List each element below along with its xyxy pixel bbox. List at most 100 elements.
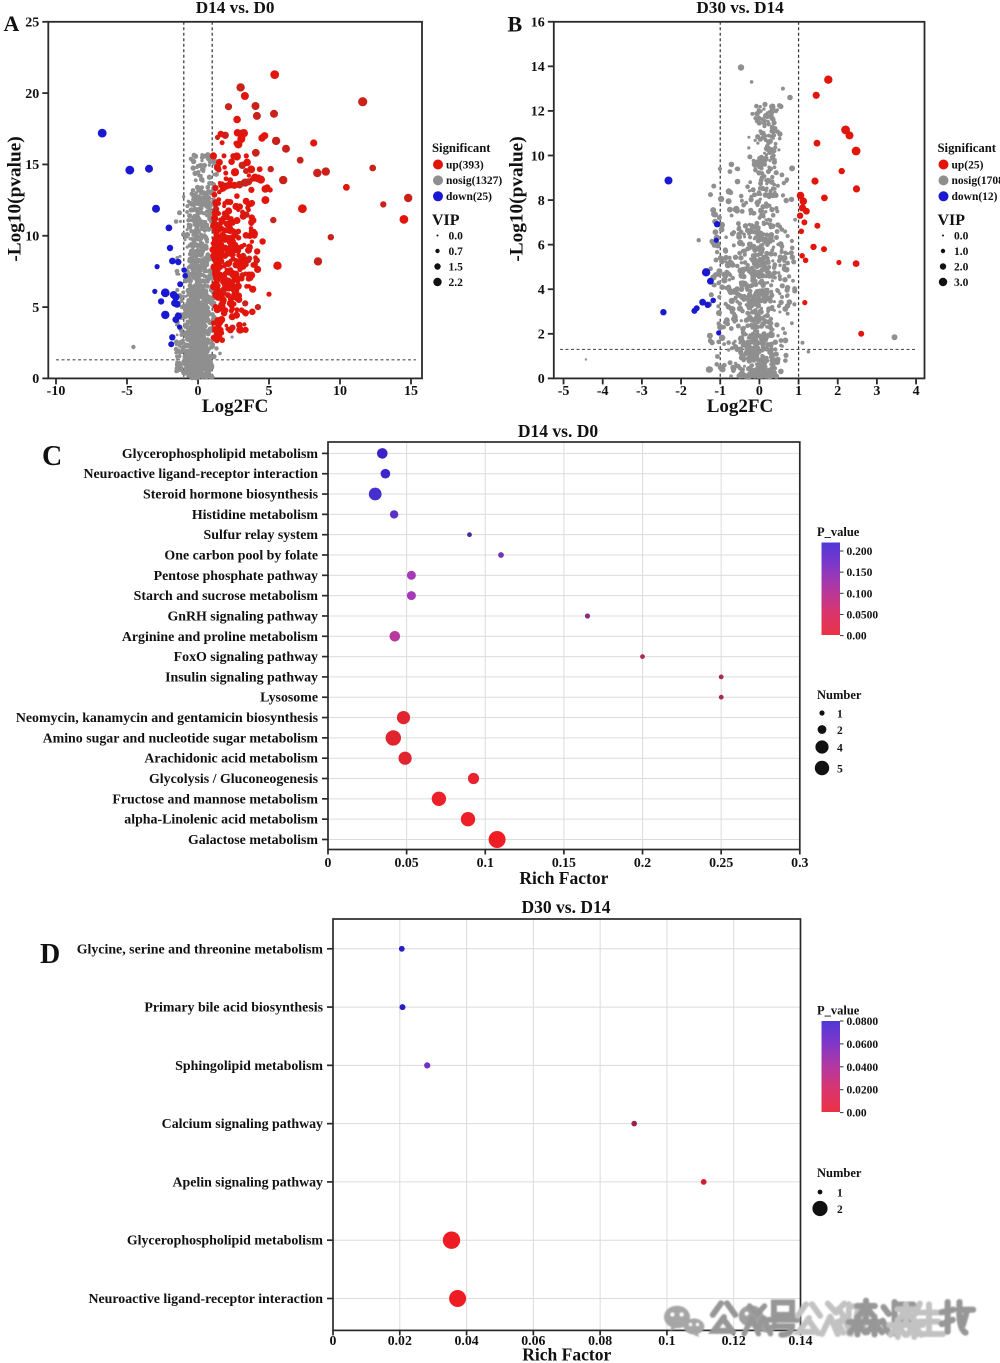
- svg-text:0.1: 0.1: [477, 855, 494, 870]
- svg-text:20: 20: [25, 87, 39, 102]
- svg-text:0: 0: [32, 372, 39, 387]
- svg-text:14: 14: [531, 60, 545, 75]
- svg-text:Apelin signaling pathway: Apelin signaling pathway: [172, 1175, 323, 1190]
- svg-text:10: 10: [333, 384, 347, 399]
- svg-text:0.7: 0.7: [449, 246, 464, 258]
- svg-text:GnRH signaling pathway: GnRH signaling pathway: [167, 609, 318, 624]
- svg-text:-10: -10: [47, 384, 66, 399]
- svg-text:3.0: 3.0: [954, 277, 969, 289]
- svg-text:Steroid hormone biosynthesis: Steroid hormone biosynthesis: [143, 488, 319, 503]
- svg-text:Arginine and proline metabolis: Arginine and proline metabolism: [122, 630, 319, 645]
- svg-text:up(25): up(25): [952, 159, 984, 171]
- svg-text:0.3: 0.3: [791, 855, 808, 870]
- svg-text:0.200: 0.200: [847, 546, 873, 558]
- svg-text:4: 4: [538, 283, 545, 298]
- svg-text:2: 2: [538, 328, 545, 343]
- svg-text:-5: -5: [558, 384, 570, 399]
- svg-text:0: 0: [195, 384, 202, 399]
- svg-text:3: 3: [873, 384, 880, 399]
- svg-text:2.0: 2.0: [954, 262, 969, 274]
- svg-text:FoxO signaling pathway: FoxO signaling pathway: [174, 650, 318, 665]
- svg-text:-2: -2: [675, 384, 687, 399]
- svg-text:5: 5: [266, 384, 273, 399]
- svg-text:C: C: [42, 441, 62, 472]
- svg-text:1: 1: [837, 1188, 843, 1200]
- svg-text:Amino sugar and nucleotide sug: Amino sugar and nucleotide sugar metabol…: [43, 731, 319, 746]
- svg-text:Glycolysis / Gluconeogenesis: Glycolysis / Gluconeogenesis: [149, 772, 319, 787]
- svg-text:0.0800: 0.0800: [847, 1016, 879, 1028]
- svg-text:nosig(1327): nosig(1327): [446, 175, 502, 187]
- svg-text:-5: -5: [121, 384, 133, 399]
- svg-text:Rich Factor: Rich Factor: [522, 1345, 611, 1363]
- svg-text:-1: -1: [714, 384, 726, 399]
- svg-text:15: 15: [404, 384, 418, 399]
- svg-text:VIP: VIP: [432, 212, 460, 229]
- svg-text:0.04: 0.04: [454, 1333, 478, 1348]
- svg-text:D14 vs. D0: D14 vs. D0: [196, 0, 275, 17]
- svg-text:Neuroactive ligand-receptor in: Neuroactive ligand-receptor interaction: [88, 1292, 323, 1307]
- svg-text:-Log10(pvalue): -Log10(pvalue): [507, 136, 528, 261]
- svg-text:alpha-Linolenic acid metabolis: alpha-Linolenic acid metabolism: [124, 813, 318, 828]
- svg-text:A: A: [4, 11, 20, 36]
- svg-text:0: 0: [330, 1333, 337, 1348]
- svg-text:0.25: 0.25: [709, 855, 733, 870]
- svg-text:0.0400: 0.0400: [847, 1062, 879, 1074]
- svg-text:Primary bile acid biosynthesis: Primary bile acid biosynthesis: [144, 1001, 323, 1016]
- svg-text:One carbon pool by folate: One carbon pool by folate: [164, 549, 318, 564]
- svg-text:Log2FC: Log2FC: [707, 396, 774, 417]
- svg-text:4: 4: [837, 743, 843, 755]
- svg-text:1: 1: [795, 384, 802, 399]
- svg-text:P_value: P_value: [817, 525, 860, 539]
- svg-text:5: 5: [837, 764, 843, 776]
- svg-text:B: B: [508, 11, 523, 36]
- svg-text:Arachidonic acid metabolism: Arachidonic acid metabolism: [144, 752, 318, 767]
- svg-text:Calcium signaling pathway: Calcium signaling pathway: [162, 1117, 323, 1132]
- svg-text:0.150: 0.150: [847, 567, 873, 579]
- svg-text:down(12): down(12): [952, 191, 998, 203]
- svg-text:0: 0: [538, 372, 545, 387]
- svg-text:Glycerophospholipid metabolism: Glycerophospholipid metabolism: [122, 447, 319, 462]
- svg-text:2: 2: [837, 725, 843, 737]
- svg-text:0.100: 0.100: [847, 588, 873, 600]
- svg-text:0: 0: [756, 384, 763, 399]
- svg-text:10: 10: [531, 149, 545, 164]
- svg-text:-Log10(pvalue): -Log10(pvalue): [5, 136, 26, 261]
- svg-text:Lysosome: Lysosome: [260, 691, 318, 706]
- svg-text:Number: Number: [817, 1166, 862, 1180]
- svg-text:0.02: 0.02: [388, 1333, 412, 1348]
- svg-text:0.0: 0.0: [449, 231, 464, 243]
- svg-text:VIP: VIP: [938, 212, 966, 229]
- svg-text:0.05: 0.05: [395, 855, 419, 870]
- svg-text:down(25): down(25): [446, 191, 492, 203]
- svg-text:1.0: 1.0: [954, 246, 969, 258]
- svg-text:10: 10: [25, 230, 39, 245]
- svg-text:0.14: 0.14: [788, 1333, 812, 1348]
- svg-text:-4: -4: [597, 384, 609, 399]
- svg-text:Neuroactive ligand-receptor in: Neuroactive ligand-receptor interaction: [83, 467, 318, 482]
- svg-text:2: 2: [837, 1204, 843, 1216]
- svg-text:16: 16: [531, 16, 545, 31]
- svg-text:0.1: 0.1: [658, 1333, 675, 1348]
- svg-text:D14 vs. D0: D14 vs. D0: [518, 421, 598, 441]
- svg-text:1.5: 1.5: [449, 262, 464, 274]
- svg-text:0.15: 0.15: [552, 855, 576, 870]
- svg-text:Starch and sucrose metabolism: Starch and sucrose metabolism: [134, 589, 319, 604]
- svg-text:Significant: Significant: [938, 141, 997, 155]
- svg-text:2: 2: [834, 384, 841, 399]
- svg-text:Sulfur relay system: Sulfur relay system: [204, 528, 319, 543]
- svg-text:4: 4: [913, 384, 920, 399]
- svg-text:up(393): up(393): [446, 159, 484, 171]
- svg-text:0.0600: 0.0600: [847, 1039, 879, 1051]
- svg-text:Glycine, serine and threonine: Glycine, serine and threonine metabolism: [77, 942, 324, 957]
- svg-text:6: 6: [538, 238, 545, 253]
- svg-text:D: D: [40, 939, 60, 970]
- svg-text:Significant: Significant: [432, 141, 491, 155]
- svg-text:5: 5: [32, 301, 39, 316]
- svg-text:8: 8: [538, 194, 545, 209]
- svg-text:Pentose phosphate pathway: Pentose phosphate pathway: [154, 569, 318, 584]
- svg-text:0: 0: [325, 855, 332, 870]
- svg-text:Sphingolipid metabolism: Sphingolipid metabolism: [175, 1059, 323, 1074]
- svg-text:-3: -3: [636, 384, 648, 399]
- svg-text:Rich Factor: Rich Factor: [519, 868, 608, 888]
- svg-text:D30 vs. D14: D30 vs. D14: [696, 0, 784, 17]
